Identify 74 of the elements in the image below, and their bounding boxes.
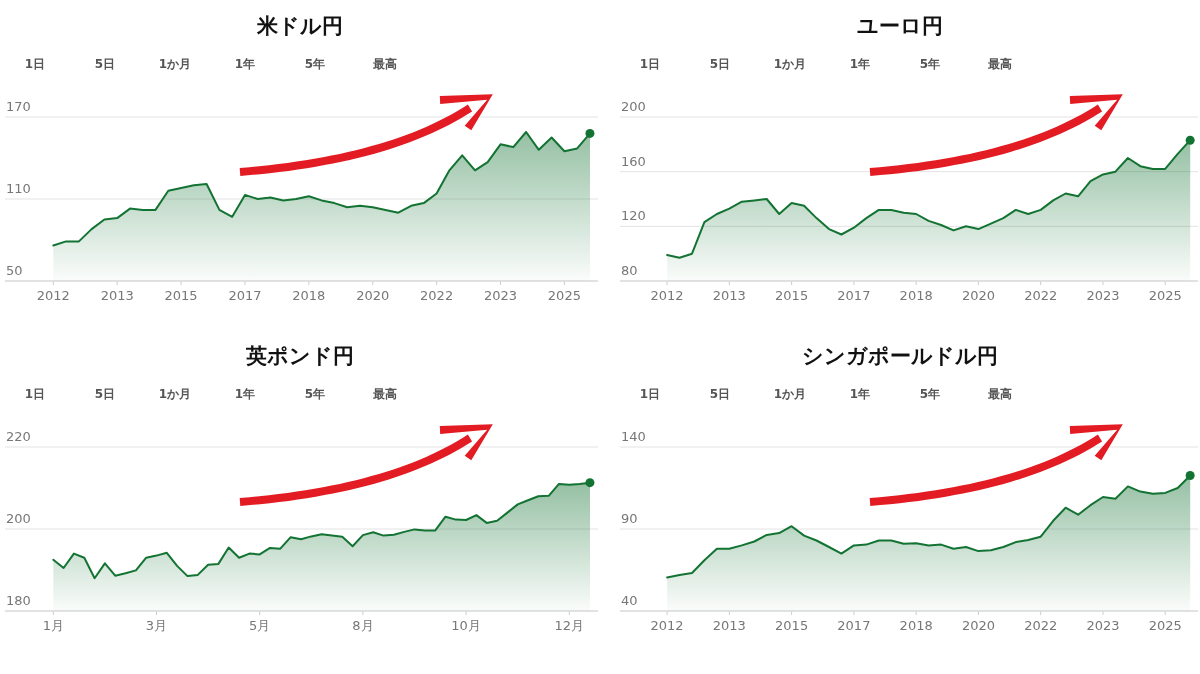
text: 5年	[919, 57, 941, 71]
chart-title: 英ポンド円	[245, 344, 354, 368]
x-tick-label: 2013	[712, 618, 746, 633]
x-tick-label: 2017	[228, 288, 262, 303]
y-tick-label: 200	[6, 511, 31, 526]
text: 最高	[372, 57, 397, 71]
x-tick-label: 2015	[775, 618, 809, 633]
text: 1日	[24, 387, 46, 401]
y-tick-label: 170	[6, 99, 31, 114]
y-tick-label: 180	[6, 593, 31, 608]
text: 5日	[94, 387, 116, 401]
text: 5日	[709, 57, 731, 71]
text: 5日	[94, 57, 116, 71]
text: 5年	[304, 57, 326, 71]
x-tick-label: 2022	[1024, 288, 1058, 303]
x-tick-label: 2022	[1024, 618, 1058, 633]
x-tick-label: 2012	[650, 288, 684, 303]
x-tick-label: 2015	[164, 288, 198, 303]
y-tick-label: 140	[621, 429, 646, 444]
text: 1年	[234, 387, 256, 401]
text: 5日	[709, 387, 731, 401]
x-tick-label: 2012	[36, 288, 70, 303]
y-tick-label: 120	[621, 208, 646, 224]
text: 1年	[849, 387, 871, 401]
y-tick-label: 160	[621, 153, 646, 169]
x-tick-label: 2020	[356, 288, 390, 303]
y-tick-label: 80	[621, 263, 638, 278]
x-tick-label: 2013	[712, 288, 746, 303]
x-tick-label: 2018	[899, 288, 933, 303]
chart-title: ユーロ円	[857, 14, 943, 38]
x-tick-label: 2023	[1086, 618, 1120, 633]
x-tick-label: 2020	[961, 288, 995, 303]
x-tick-label: 10月	[451, 618, 481, 633]
x-tick-label: 2020	[961, 618, 995, 633]
x-tick-label: 2023	[1086, 288, 1120, 303]
text: 1か月	[773, 57, 807, 71]
text: 5年	[919, 387, 941, 401]
x-tick-label: 12月	[554, 618, 585, 633]
x-tick-label: 2017	[837, 618, 871, 633]
y-tick-label: 200	[621, 99, 646, 114]
x-tick-label: 2013	[100, 288, 134, 303]
chart-title: 米ドル円	[256, 14, 343, 38]
text: 1日	[639, 387, 661, 401]
x-tick-label: 2023	[483, 288, 518, 303]
text: 最高	[372, 387, 397, 401]
x-tick-label: 2025	[1148, 288, 1182, 303]
x-tick-label: 2017	[837, 288, 871, 303]
y-tick-label: 40	[621, 593, 638, 608]
y-tick-label: 50	[6, 263, 23, 278]
x-tick-label: 2018	[292, 288, 326, 303]
text: 1日	[24, 57, 46, 71]
y-tick-label: 220	[6, 429, 31, 444]
text: 最高	[987, 57, 1012, 71]
x-tick-label: 2025	[1148, 618, 1182, 633]
x-tick-label: 2018	[899, 618, 933, 633]
x-tick-label: 8月	[352, 618, 374, 633]
text: 5年	[304, 387, 326, 401]
y-tick-label: 110	[6, 181, 31, 196]
text: 1日	[639, 57, 661, 71]
x-tick-label: 5月	[249, 618, 271, 633]
x-tick-label: 2022	[420, 288, 454, 303]
text: 1年	[849, 57, 871, 71]
x-tick-label: 3月	[145, 618, 168, 633]
x-tick-label: 2025	[547, 288, 581, 303]
x-tick-label: 2012	[650, 618, 684, 633]
text: 1か月	[158, 387, 192, 401]
y-tick-label: 90	[621, 511, 638, 526]
text: 1年	[234, 57, 256, 71]
text: 1か月	[158, 57, 192, 71]
x-tick-label: 2015	[775, 288, 809, 303]
chart-title: シンガポールドル円	[802, 344, 998, 368]
text: 1か月	[773, 387, 807, 401]
text: 最高	[987, 387, 1012, 401]
x-tick-label: 1月	[42, 618, 64, 633]
